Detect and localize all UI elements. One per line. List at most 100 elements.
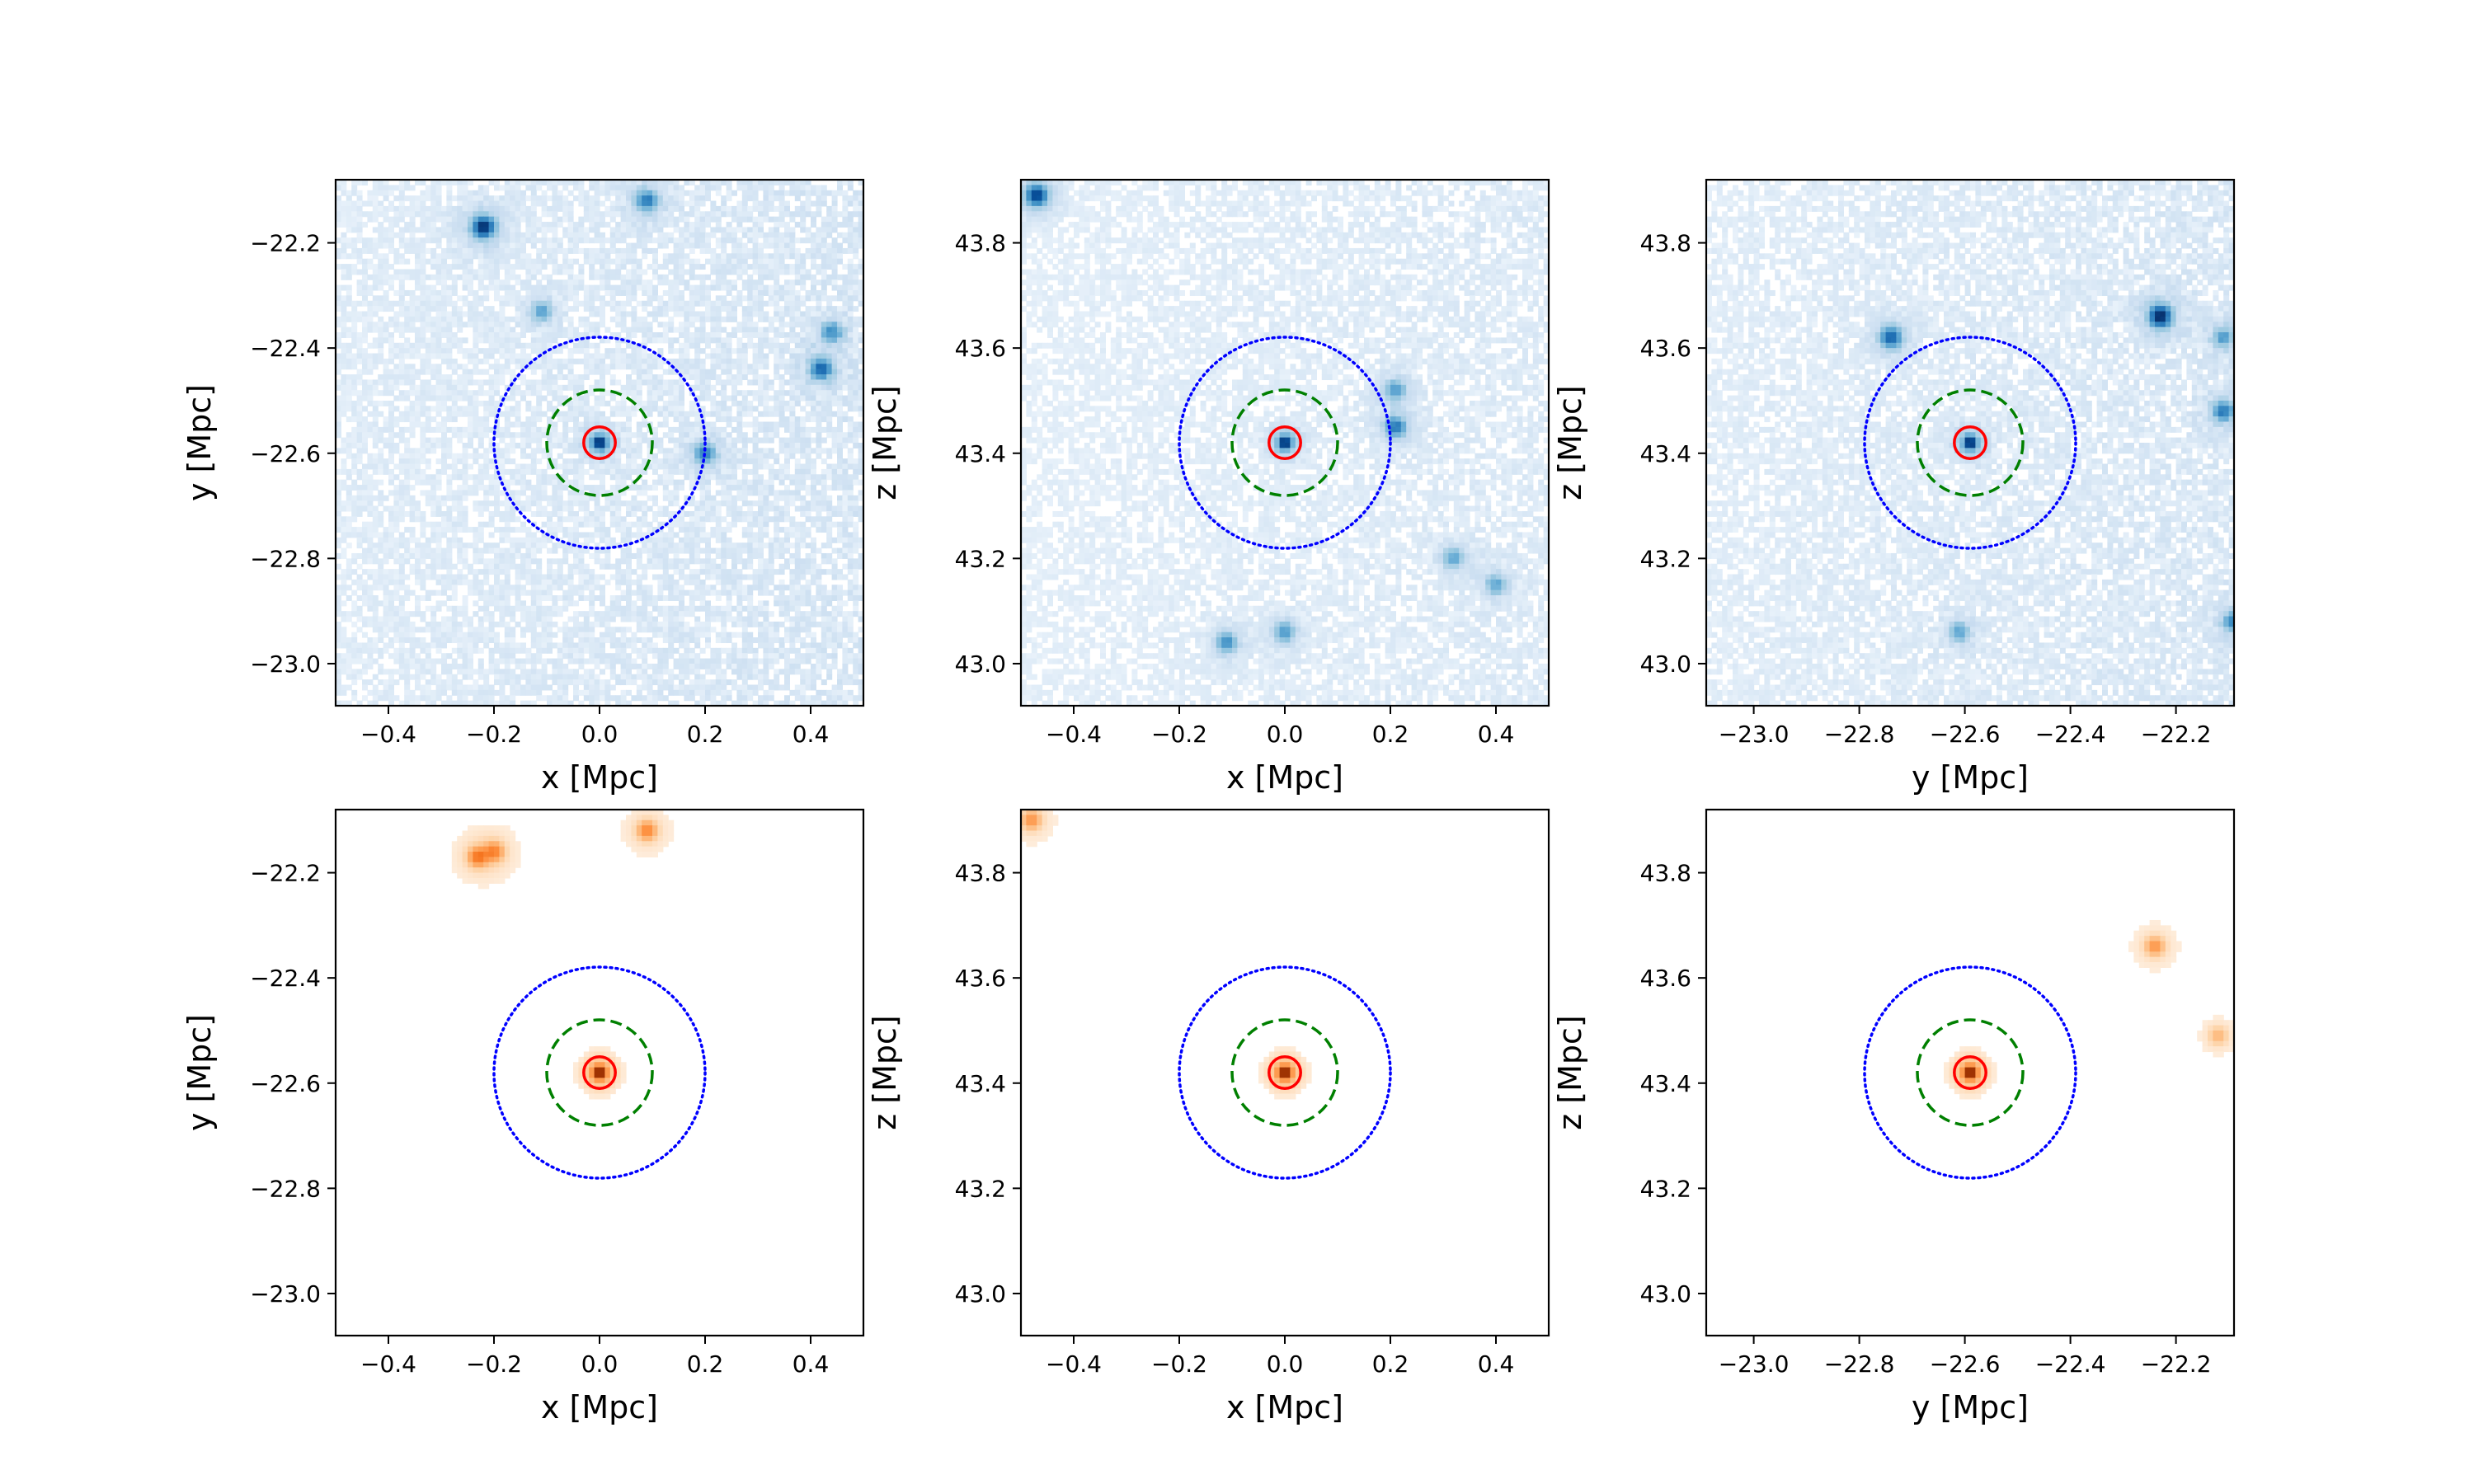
heatmap-cell [457,316,463,322]
heatmap-cell [853,348,859,355]
heatmap-cell [731,437,737,444]
heatmap-cell [847,295,854,302]
heatmap-cell [494,332,500,338]
heatmap-cell [383,332,389,338]
heatmap-cell [741,437,748,444]
heatmap-cell [583,237,590,244]
heatmap-cell [547,364,553,370]
heatmap-cell [515,332,521,338]
heatmap-cell [853,253,859,260]
heatmap-cell [705,353,711,359]
heatmap-cell [699,348,706,355]
heatmap-cell [811,463,816,470]
heatmap-cell [609,426,616,433]
heatmap-cell [451,426,458,433]
heatmap-cell [600,510,605,517]
heatmap-cell [858,222,863,228]
heatmap-cell [615,358,622,364]
heatmap-cell [736,295,743,302]
heatmap-cell [435,205,442,212]
heatmap-cell [536,295,543,302]
heatmap-cell [468,400,473,406]
heatmap-cell [816,479,822,486]
heatmap-cell [483,200,490,207]
heatmap-cell [473,216,479,223]
heatmap-cell [774,279,780,286]
heatmap-cell [451,468,458,475]
heatmap-cell [752,185,759,191]
heatmap-cell [831,384,838,391]
heatmap-cell [652,316,658,322]
heatmap-cell [789,406,796,412]
heatmap-cell [789,479,796,486]
heatmap-cell [626,342,632,349]
heatmap-cell [552,316,558,322]
heatmap-cell [747,421,754,428]
heatmap-cell [494,284,500,291]
heatmap-cell [415,406,421,412]
heatmap-cell [789,426,796,433]
heatmap-cell [372,279,379,286]
heatmap-cell [351,479,358,486]
heatmap-cell [626,211,632,218]
heatmap-cell [594,468,600,475]
heatmap-cell [341,180,347,186]
heatmap-cell [446,311,453,317]
heatmap-cell [657,185,664,191]
heatmap-cell [430,490,437,496]
heatmap-cell [626,463,632,470]
heatmap-cell [684,269,690,275]
heatmap-cell [710,400,717,406]
heatmap-cell [435,237,442,244]
heatmap-cell [573,406,579,412]
heatmap-cell [699,448,706,454]
heatmap-cell [684,253,690,260]
heatmap-cell [731,500,737,507]
heatmap-cell [510,269,516,275]
heatmap-cell [383,295,389,302]
heatmap-cell [684,348,690,355]
heatmap-cell [789,253,796,260]
heatmap-cell [504,411,510,417]
heatmap-cell [642,222,648,228]
heatmap-cell [620,306,627,312]
heatmap-cell [547,195,553,202]
heatmap-cell [573,232,579,238]
heatmap-cell [557,374,563,381]
heatmap-cell [615,453,622,459]
heatmap-cell [473,211,479,218]
heatmap-cell [435,379,442,386]
heatmap-cell [510,300,516,307]
heatmap-cell [847,242,854,249]
heatmap-cell [652,463,658,470]
heatmap-cell [383,369,389,375]
heatmap-cell [609,463,616,470]
heatmap-cell [721,485,727,491]
heatmap-cell [346,211,352,218]
heatmap-cell [647,448,653,454]
heatmap-cell [609,242,616,249]
heatmap-cell [842,311,849,317]
heatmap-cell [847,306,854,312]
heatmap-cell [346,364,352,370]
heatmap-cell [515,232,521,238]
heatmap-cell [393,495,400,501]
heatmap-cell [520,200,526,207]
heatmap-cell [499,364,506,370]
heatmap-cell [615,185,622,191]
heatmap-cell [842,400,849,406]
heatmap-cell [715,353,722,359]
heatmap-cell [673,443,680,448]
heatmap-cell [805,337,811,344]
heatmap-cell [515,289,521,296]
heatmap-cell [668,348,675,355]
heatmap-cell [547,237,553,244]
heatmap-cell [515,322,521,328]
heatmap-cell [583,190,590,196]
heatmap-cell [415,269,421,275]
heatmap-cell [488,337,495,344]
heatmap-cell [805,190,811,196]
heatmap-cell [752,300,759,307]
heatmap-cell [615,227,622,233]
heatmap-cell [721,227,727,233]
